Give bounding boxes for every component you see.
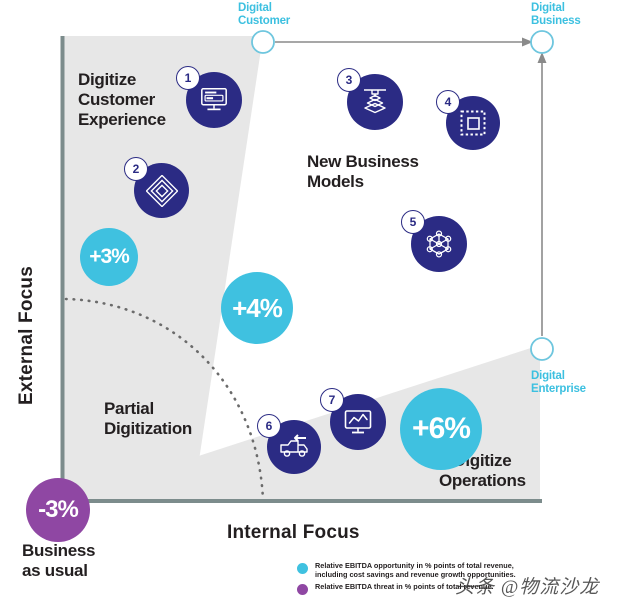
legend-swatch-opportunity-icon (297, 563, 308, 574)
legend-item-opportunity: Relative EBITDA opportunity in % points … (297, 561, 640, 579)
bubble-plus-4[interactable]: +4% (221, 272, 293, 344)
legend: Relative EBITDA opportunity in % points … (297, 561, 640, 599)
dashed-square-scale-icon (460, 110, 486, 136)
zone-title-new-business-models: New Business Models (307, 152, 419, 192)
node-label-digital-enterprise: Digital Enterprise (531, 370, 586, 395)
zone-shape-customer-experience (63, 36, 263, 500)
node-label-digital-customer: Digital Customer (238, 2, 290, 27)
icon-circle-5-molecule-network[interactable]: 5 (401, 210, 467, 272)
arrowhead-to-business-up (537, 52, 547, 63)
node-label-line1: Digital (531, 2, 565, 14)
icon-badge-1: 1 (176, 66, 200, 90)
icon-circle-4-dashed-square-scale[interactable]: 4 (436, 90, 500, 150)
zone-title-line2: Customer (78, 90, 155, 109)
node-label-line2: Business (531, 14, 581, 27)
icon-badge-3: 3 (337, 68, 361, 92)
zone-title-line2: as usual (22, 561, 88, 580)
zone-title-line1: New Business (307, 152, 419, 171)
zone-title-line3: Experience (78, 110, 166, 129)
icon-badge-7: 7 (320, 388, 344, 412)
icon-circle-7-analytics-monitor[interactable]: 7 (320, 388, 386, 450)
node-label-digital-business: Digital Business (531, 2, 581, 27)
molecule-network-icon (426, 230, 452, 258)
delivery-truck-icon (280, 434, 308, 457)
icon-badge-4: 4 (436, 90, 460, 114)
arrowhead-to-business (522, 37, 533, 47)
bubble-plus-3[interactable]: +3% (80, 228, 138, 286)
icon-circle-2-nested-diamonds[interactable]: 2 (124, 157, 189, 218)
icon-badge-6: 6 (257, 414, 281, 438)
zone-title-business-as-usual: Business as usual (22, 541, 95, 581)
nested-diamonds-icon (145, 174, 178, 207)
node-label-line2: Enterprise (531, 382, 586, 395)
node-label-line2: Customer (238, 14, 291, 27)
icon-circle-3-3d-printer[interactable]: 3 (337, 68, 403, 130)
node-circle-digital-business[interactable] (530, 30, 554, 54)
zone-title-digitize-customer-experience: Digitize Customer Experience (78, 70, 166, 130)
legend-line1: Relative EBITDA threat in % points of to… (315, 582, 494, 592)
icon-circle-6-delivery-truck[interactable]: 6 (257, 414, 321, 474)
zone-title-line1: Business (22, 541, 96, 560)
node-circle-digital-enterprise[interactable] (530, 337, 554, 361)
node-label-line1: Digital (238, 2, 272, 14)
node-circle-digital-customer[interactable] (251, 30, 275, 54)
icon-circle-1-desktop-monitor[interactable]: 1 (176, 66, 242, 128)
legend-swatch-threat-icon (297, 584, 308, 596)
partial-digitization-arc (64, 297, 265, 502)
icon-badge-5: 5 (401, 210, 425, 234)
bubble-plus-6[interactable]: +6% (400, 388, 482, 470)
zone-title-partial-digitization: Partial Digitization (104, 399, 192, 439)
legend-item-threat: Relative EBITDA threat in % points of to… (297, 582, 640, 596)
desktop-monitor-icon (201, 88, 227, 111)
legend-text-threat: Relative EBITDA threat in % points of to… (315, 582, 494, 592)
zone-title-line1: Partial (104, 399, 154, 418)
node-label-line1: Digital (531, 370, 565, 382)
zone-title-line2: Operations (439, 471, 526, 490)
icon-badge-2: 2 (124, 157, 148, 181)
analytics-monitor-icon (344, 410, 372, 434)
watermark: 头条 @物流沙龙 (455, 577, 600, 598)
zone-title-line1: Digitize (78, 70, 137, 89)
legend-line1: Relative EBITDA opportunity in % points … (315, 561, 514, 570)
legend-text-opportunity: Relative EBITDA opportunity in % points … (315, 561, 516, 579)
axis-label-internal-focus: Internal Focus (227, 522, 360, 543)
zone-title-line2: Models (307, 172, 364, 191)
3d-printer-icon (364, 89, 386, 114)
bubble-minus-3[interactable]: -3% (26, 478, 90, 542)
zone-title-line2: Digitization (104, 419, 192, 438)
axis-label-external-focus: External Focus (16, 265, 37, 405)
legend-line2: including cost savings and revenue growt… (315, 569, 516, 579)
